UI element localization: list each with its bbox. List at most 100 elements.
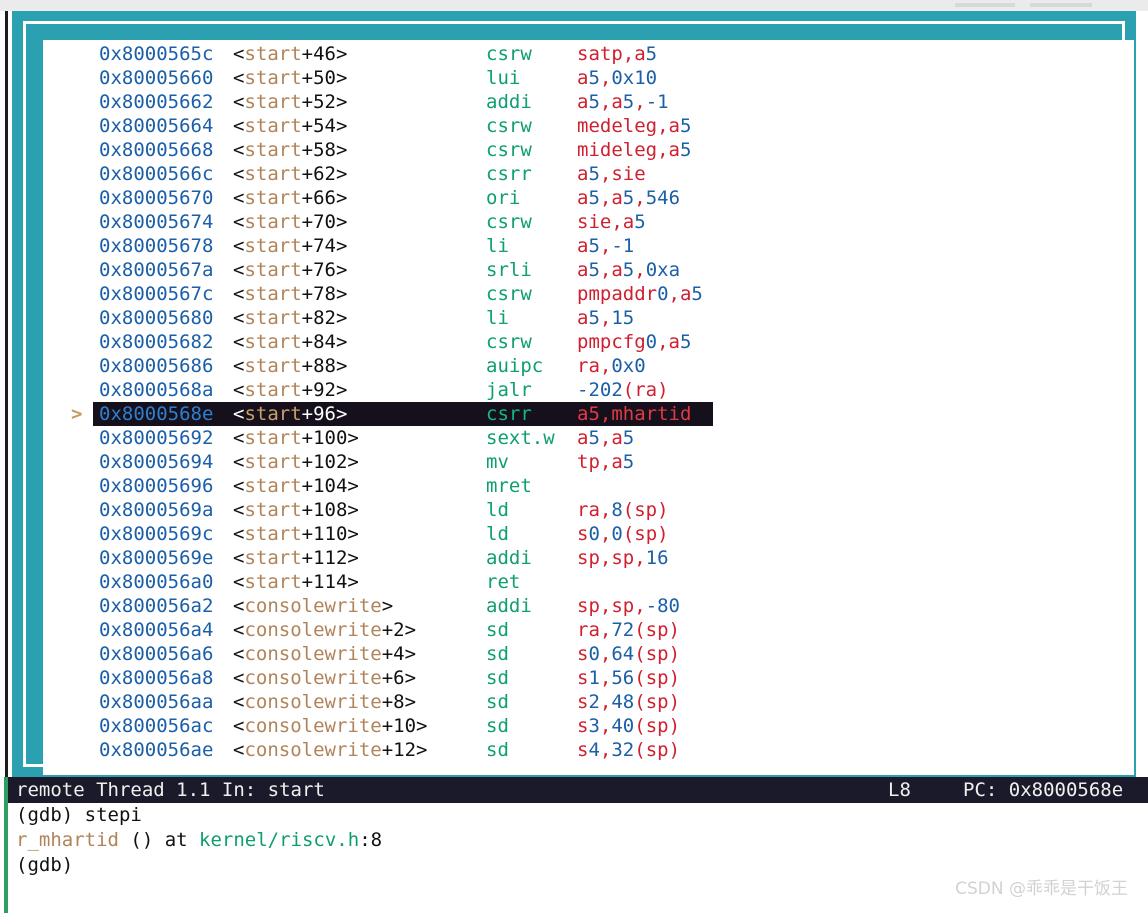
disassembly-row[interactable]: 0x80005662 <start+52> addi a5,a5,-1 [43,90,1134,114]
disassembly-row[interactable]: 0x80005668 <start+58> csrw mideleg,a5 [43,138,1134,162]
instruction-operands: a5,a5 [577,427,635,449]
instruction-mnemonic: ld [486,499,509,521]
instruction-mnemonic: mv [486,451,509,473]
disassembly-row[interactable]: 0x80005670 <start+66> ori a5,a5,546 [43,186,1134,210]
symbol-name: start [244,523,302,545]
disassembly-row[interactable]: 0x80005680 <start+82> li a5,15 [43,306,1134,330]
disassembly-row[interactable]: 0x8000565c <start+46> csrw satp,a5 [43,42,1134,66]
disassembly-row[interactable]: 0x800056a8 <consolewrite+6> sd s1,56(sp) [43,666,1134,690]
disassembly-row[interactable]: 0x800056a4 <consolewrite+2> sd ra,72(sp) [43,618,1134,642]
instruction-operands: ra,0x0 [577,355,646,377]
symbol-reference: <start+70> [233,211,348,233]
instruction-address: 0x80005678 [99,235,214,257]
instruction-address: 0x8000567c [99,283,214,305]
disassembly-pane[interactable]: 0x8000565c <start+46> csrw satp,a5 0x8000566… [43,40,1134,775]
disassembly-row[interactable]: 0x800056a2 <consolewrite> addi sp,sp,-80 [43,594,1134,618]
symbol-reference: <start+104> [233,475,359,497]
instruction-mnemonic: csrw [486,139,532,161]
instruction-address: 0x8000568e [99,403,214,425]
symbol-name: consolewrite [244,739,382,761]
instruction-address: 0x8000565c [99,43,214,65]
instruction-mnemonic: ori [486,187,521,209]
gdb-console[interactable]: (gdb) stepi r_mhartid () at kernel/riscv.… [8,803,1148,913]
disassembly-row[interactable]: 0x8000569c <start+110> ld s0,0(sp) [43,522,1134,546]
symbol-name: start [244,163,302,185]
instruction-mnemonic: sext.w [486,427,555,449]
instruction-address: 0x8000569c [99,523,214,545]
disassembly-row[interactable]: 0x800056ae <consolewrite+12> sd s4,32(sp) [43,738,1134,762]
symbol-name: start [244,475,302,497]
symbol-name: start [244,547,302,569]
symbol-reference: <start+82> [233,307,348,329]
status-line-number: L8 [888,779,911,801]
tui-status-bar: remote Thread 1.1 In: start L8 PC: 0x800… [8,777,1148,803]
instruction-operands: s1,56(sp) [577,667,681,689]
disassembly-list[interactable]: 0x8000565c <start+46> csrw satp,a5 0x8000566… [43,42,1134,762]
symbol-name: start [244,355,302,377]
instruction-mnemonic: sd [486,619,509,641]
disassembly-row[interactable]: 0x800056ac <consolewrite+10> sd s3,40(sp) [43,714,1134,738]
instruction-address: 0x80005696 [99,475,214,497]
symbol-name: start [244,427,302,449]
symbol-reference: <start+54> [233,115,348,137]
disassembly-row[interactable]: 0x80005664 <start+54> csrw medeleg,a5 [43,114,1134,138]
instruction-address: 0x8000566c [99,163,214,185]
symbol-reference: <start+88> [233,355,348,377]
instruction-operands: ra,72(sp) [577,619,680,641]
symbol-reference: <consolewrite+2> [233,619,417,641]
disassembly-row[interactable]: 0x8000569a <start+108> ld ra,8(sp) [43,498,1134,522]
instruction-operands: a5,mhartid [577,403,692,425]
instruction-address: 0x800056a0 [99,571,214,593]
disassembly-row[interactable]: 0x80005660 <start+50> lui a5,0x10 [43,66,1134,90]
instruction-operands: a5,sie [577,163,646,185]
disassembly-row[interactable]: 0x80005674 <start+70> csrw sie,a5 [43,210,1134,234]
console-frame-line: r_mhartid () at kernel/riscv.h:8 [16,829,383,851]
symbol-name: start [244,307,302,329]
instruction-operands: -202(ra) [577,379,669,401]
symbol-name: start [244,259,302,281]
disassembly-row[interactable]: 0x80005692 <start+100> sext.w a5,a5 [43,426,1134,450]
disassembly-row[interactable]: 0x800056aa <consolewrite+8> sd s2,48(sp) [43,690,1134,714]
disassembly-row[interactable]: 0x80005682 <start+84> csrw pmpcfg0,a5 [43,330,1134,354]
instruction-operands: s0,0(sp) [577,523,669,545]
symbol-reference: <start+76> [233,259,348,281]
disassembly-row[interactable]: 0x80005696 <start+104> mret [43,474,1134,498]
symbol-name: start [244,115,302,137]
tui-window-frame: 0x8000565c <start+46> csrw satp,a5 0x8000566… [12,11,1136,777]
disassembly-row[interactable]: 0x8000567c <start+78> csrw pmpaddr0,a5 [43,282,1134,306]
instruction-address: 0x80005686 [99,355,214,377]
disassembly-row[interactable]: 0x8000568a <start+92> jalr -202(ra) [43,378,1134,402]
disassembly-row[interactable]: 0x8000566c <start+62> csrr a5,sie [43,162,1134,186]
symbol-name: start [244,331,302,353]
symbol-reference: <start+110> [233,523,359,545]
disassembly-row[interactable]: 0x80005694 <start+102> mv tp,a5 [43,450,1134,474]
disassembly-row[interactable]: 0x80005678 <start+74> li a5,-1 [43,234,1134,258]
console-prompt-line: (gdb) [16,854,74,876]
current-instruction-marker: > [71,403,83,425]
console-function-name: r_mhartid [16,829,119,851]
symbol-name: start [244,91,302,113]
symbol-reference: <consolewrite+10> [233,715,428,737]
symbol-name: start [244,379,302,401]
instruction-operands: ra,8(sp) [577,499,669,521]
instruction-address: 0x80005682 [99,331,214,353]
symbol-reference: <consolewrite+12> [233,739,428,761]
instruction-address: 0x8000569a [99,499,214,521]
instruction-address: 0x80005660 [99,67,214,89]
symbol-name: start [244,235,302,257]
instruction-mnemonic: lui [486,67,521,89]
disassembly-row[interactable]: 0x800056a0 <start+114> ret [43,570,1134,594]
instruction-operands: a5,15 [577,307,635,329]
instruction-mnemonic: sd [486,667,509,689]
disassembly-row[interactable]: 0x8000569e <start+112> addi sp,sp,16 [43,546,1134,570]
instruction-mnemonic: mret [486,475,532,497]
symbol-reference: <start+108> [233,499,359,521]
instruction-address: 0x800056ac [99,715,214,737]
instruction-mnemonic: ld [486,523,509,545]
disassembly-row[interactable]: 0x8000567a <start+76> srli a5,a5,0xa [43,258,1134,282]
disassembly-row[interactable]: 0x80005686 <start+88> auipc ra,0x0 [43,354,1134,378]
disassembly-row-current[interactable]: >0x8000568e <start+96> csrr a5,mhartid [43,402,1134,426]
cropped-toolbar-item-2 [1030,3,1092,7]
disassembly-row[interactable]: 0x800056a6 <consolewrite+4> sd s0,64(sp) [43,642,1134,666]
instruction-address: 0x80005692 [99,427,214,449]
